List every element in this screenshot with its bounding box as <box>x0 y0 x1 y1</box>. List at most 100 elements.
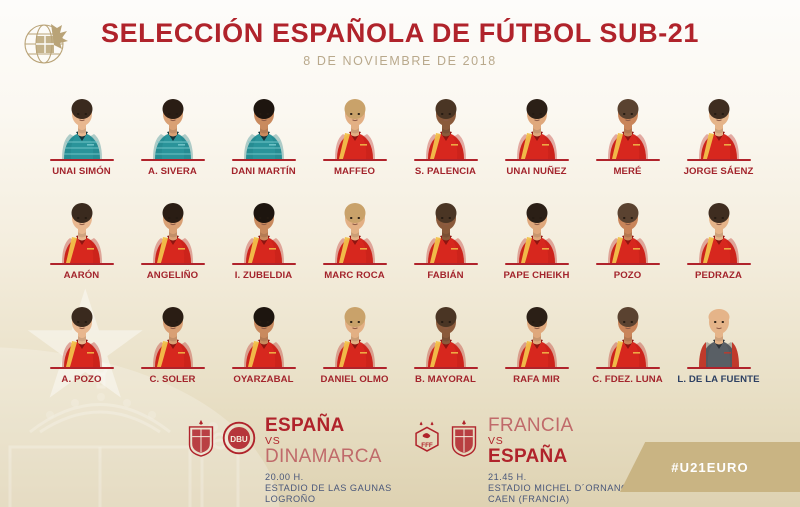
photo-cut-line <box>231 263 296 265</box>
player-card[interactable]: PAPE CHEIKH <box>493 188 580 281</box>
player-name: PEDRAZA <box>694 270 743 281</box>
player-card[interactable]: C. FDEZ. LUNA <box>584 292 671 385</box>
photo-cut-line <box>49 367 114 369</box>
player-name: PAPE CHEIKH <box>503 270 570 281</box>
denmark-dbu-badge: DBU <box>222 421 256 460</box>
player-photo <box>220 188 307 263</box>
player-photo <box>493 292 580 367</box>
player-photo <box>493 84 580 159</box>
photo-cut-line <box>413 159 478 161</box>
player-card[interactable]: I. ZUBELDIA <box>220 188 307 281</box>
coach-card[interactable]: L. DE LA FUENTE <box>675 292 762 385</box>
player-grid: UNAI SIMÓN A. SIVERA <box>0 84 800 396</box>
match-1-time: 20.00 H. <box>265 472 304 482</box>
photo-cut-line <box>231 159 296 161</box>
match-1-team-a: ESPAÑA <box>265 415 345 436</box>
coach-photo <box>675 292 762 367</box>
player-photo <box>129 188 216 263</box>
spain-crest-badge <box>186 418 216 462</box>
player-photo <box>584 292 671 367</box>
player-card[interactable]: FABIÁN <box>402 188 489 281</box>
player-name: JORGE SÁENZ <box>683 166 754 177</box>
hashtag-band: #U21EURO <box>620 442 800 492</box>
player-photo <box>311 188 398 263</box>
photo-cut-line <box>322 263 387 265</box>
photo-cut-line <box>504 159 569 161</box>
player-name: UNAI NUÑEZ <box>506 166 567 177</box>
player-card[interactable]: OYARZABAL <box>220 292 307 385</box>
match-1-badges: DBU <box>186 414 256 462</box>
player-photo <box>38 292 125 367</box>
photo-cut-line <box>595 367 660 369</box>
match-1-city: LOGROÑO <box>265 494 316 504</box>
player-card[interactable]: JORGE SÁENZ <box>675 84 762 177</box>
player-name: OYARZABAL <box>233 374 294 385</box>
player-name: DANI MARTÍN <box>231 166 296 177</box>
player-card[interactable]: MERÉ <box>584 84 671 177</box>
page-title: SELECCIÓN ESPAÑOLA DE FÚTBOL SUB-21 <box>100 18 700 48</box>
player-photo <box>402 292 489 367</box>
player-card[interactable]: POZO <box>584 188 671 281</box>
player-card[interactable]: UNAI NUÑEZ <box>493 84 580 177</box>
player-name: MARC ROCA <box>324 270 385 281</box>
match-1-team-b: DINAMARCA <box>265 446 382 467</box>
match-card-2[interactable]: FFF FRANCIA VS ESPAÑA 21.45 H. ESTADIO M… <box>411 414 629 505</box>
player-card[interactable]: ANGELIÑO <box>129 188 216 281</box>
player-name: AARÓN <box>63 270 100 281</box>
player-photo <box>311 84 398 159</box>
photo-cut-line <box>686 263 751 265</box>
photo-cut-line <box>595 263 660 265</box>
player-name: MAFFEO <box>333 166 376 177</box>
player-card[interactable]: MAFFEO <box>311 84 398 177</box>
photo-cut-line <box>595 159 660 161</box>
player-card[interactable]: A. POZO <box>38 292 125 385</box>
player-card[interactable]: DANIEL OLMO <box>311 292 398 385</box>
match-2-city: CAEN (FRANCIA) <box>488 494 570 504</box>
player-photo <box>220 84 307 159</box>
match-card-1[interactable]: DBU ESPAÑA VS DINAMARCA 20.00 H. ESTADIO… <box>186 414 392 505</box>
player-photo <box>675 188 762 263</box>
match-2-venue: ESTADIO MICHEL D´ORNANO <box>488 483 629 493</box>
player-photo <box>493 188 580 263</box>
player-photo <box>220 292 307 367</box>
photo-cut-line <box>140 263 205 265</box>
player-name: A. POZO <box>61 374 102 385</box>
player-card[interactable]: PEDRAZA <box>675 188 762 281</box>
player-card[interactable]: DANI MARTÍN <box>220 84 307 177</box>
france-fff-badge: FFF <box>411 419 443 461</box>
match-2-time: 21.45 H. <box>488 472 527 482</box>
player-card[interactable]: UNAI SIMÓN <box>38 84 125 177</box>
player-name: C. FDEZ. LUNA <box>592 374 663 385</box>
photo-cut-line <box>504 367 569 369</box>
player-photo <box>129 292 216 367</box>
player-photo <box>675 84 762 159</box>
photo-cut-line <box>322 159 387 161</box>
player-name: C. SOLER <box>149 374 196 385</box>
player-card[interactable]: S. PALENCIA <box>402 84 489 177</box>
player-card[interactable]: A. SIVERA <box>129 84 216 177</box>
header-titles: SELECCIÓN ESPAÑOLA DE FÚTBOL SUB-21 8 DE… <box>0 18 800 68</box>
player-card[interactable]: MARC ROCA <box>311 188 398 281</box>
player-photo <box>584 84 671 159</box>
hashtag-label: #U21EURO <box>671 459 749 475</box>
photo-cut-line <box>49 159 114 161</box>
photo-cut-line <box>140 159 205 161</box>
player-card[interactable]: AARÓN <box>38 188 125 281</box>
player-name: I. ZUBELDIA <box>234 270 293 281</box>
page-subtitle: 8 DE NOVIEMBRE DE 2018 <box>303 54 497 68</box>
player-photo <box>584 188 671 263</box>
player-name: A. SIVERA <box>148 166 197 177</box>
match-2-team-a: FRANCIA <box>488 415 574 436</box>
match-1-text: ESPAÑA VS DINAMARCA 20.00 H. ESTADIO DE … <box>265 414 392 505</box>
player-card[interactable]: C. SOLER <box>129 292 216 385</box>
player-card[interactable]: B. MAYORAL <box>402 292 489 385</box>
player-name: RAFA MIR <box>513 374 560 385</box>
photo-cut-line <box>322 367 387 369</box>
player-photo <box>311 292 398 367</box>
player-card[interactable]: RAFA MIR <box>493 292 580 385</box>
match-bar: DBU ESPAÑA VS DINAMARCA 20.00 H. ESTADIO… <box>0 400 800 507</box>
match-2-vs: VS <box>488 435 504 447</box>
photo-cut-line <box>413 367 478 369</box>
photo-cut-line <box>413 263 478 265</box>
match-2-text: FRANCIA VS ESPAÑA 21.45 H. ESTADIO MICHE… <box>488 414 629 505</box>
